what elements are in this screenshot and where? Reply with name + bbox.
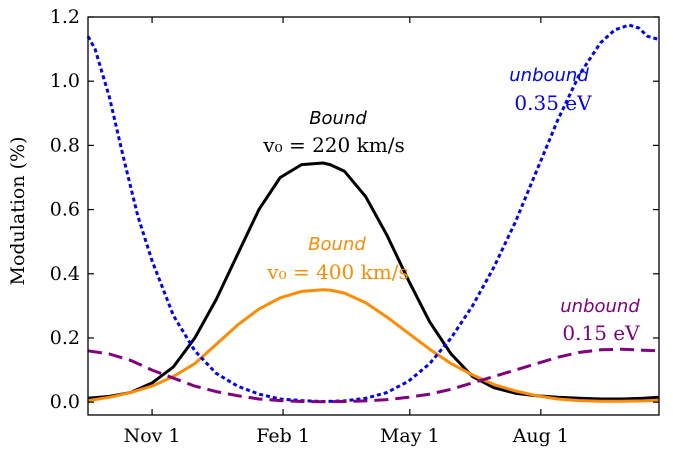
series-line-unbound035 [86, 23, 660, 403]
y-tick-label: 0.4 [50, 263, 80, 285]
annotation-bound-400: Bound v₀ = 400 km/s [266, 234, 408, 284]
annotation-bound-400-name: Bound [308, 234, 366, 255]
series-line-bound220 [87, 161, 660, 401]
x-tick-label: Nov 1 [124, 425, 181, 447]
annotation-bound-400-param: v₀ = 400 km/s [266, 260, 408, 284]
series-line-bound400 [87, 288, 660, 403]
annotation-unbound-035-name: unbound [509, 65, 589, 86]
annotation-bound-220-name: Bound [309, 108, 367, 129]
x-tick-label: Feb 1 [256, 425, 310, 447]
x-tick-label: May 1 [380, 425, 440, 447]
y-tick-label: 0.0 [50, 391, 80, 413]
y-tick-label: 1.0 [50, 70, 80, 92]
y-tick-label: 0.2 [50, 327, 80, 349]
plot-frame [87, 16, 660, 416]
annotation-unbound-035: unbound 0.35 eV [509, 65, 592, 115]
annotation-unbound-015: unbound 0.15 eV [560, 296, 640, 345]
annotation-unbound-015-param: 0.15 eV [562, 321, 640, 345]
annotation-bound-220: Bound v₀ = 220 km/s [262, 108, 404, 157]
y-tick-label: 0.8 [50, 134, 80, 156]
annotation-bound-220-param: v₀ = 220 km/s [262, 133, 404, 157]
curves-layer [86, 23, 660, 404]
annotation-unbound-035-param: 0.35 eV [514, 91, 592, 115]
y-tick-label: 1.2 [50, 6, 80, 28]
x-tick-label: Aug 1 [512, 425, 569, 447]
y-tick-label: 0.6 [50, 199, 80, 221]
ticks-layer: 0.0 0.2 0.4 0.6 0.8 1.0 1.2 Nov 1 Feb 1 May 1 Aug … [50, 6, 659, 447]
y-axis-label: Modulation (%) [7, 136, 29, 285]
series-line-unbound015 [87, 347, 660, 404]
annotation-unbound-015-name: unbound [560, 296, 640, 317]
